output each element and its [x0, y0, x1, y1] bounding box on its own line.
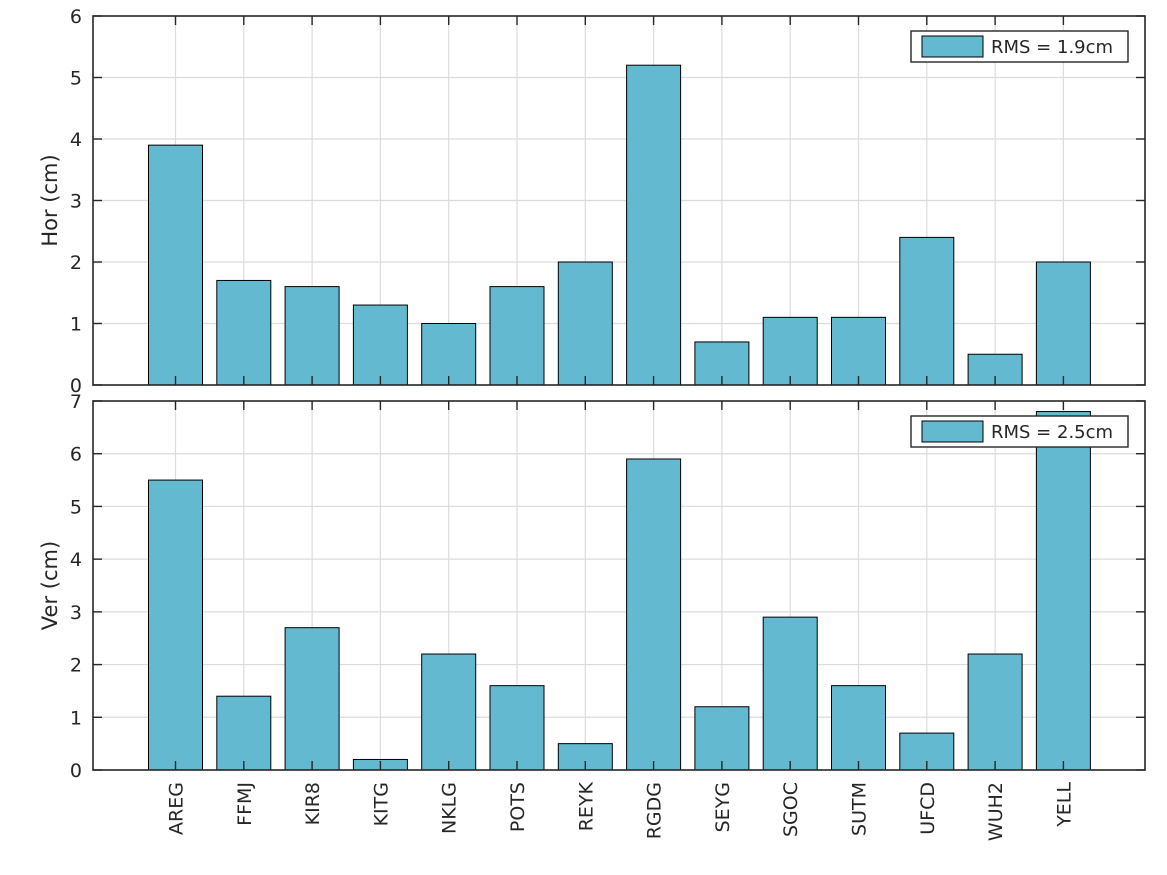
bar-wuh2	[967, 653, 1023, 771]
y-tick-label: 5	[70, 68, 82, 90]
y-tick-label: 1	[70, 314, 82, 336]
y-tick-label: 6	[70, 444, 82, 466]
legend-entry-label: RMS = 2.5cm	[991, 422, 1113, 443]
x-tick-label-reyk: REYK	[575, 781, 597, 831]
x-tick-label-ffmj: FFMJ	[234, 782, 256, 826]
bar-nklg	[421, 653, 477, 771]
bar-pots	[489, 685, 545, 771]
x-ticks: AREG FFMJ KIR8 KITG NKLG POTS REYK RGDG SEYG SGOC…	[166, 401, 1075, 841]
bar-areg	[148, 144, 203, 386]
vertical-error-panel: 0 1 2 3 4 5 6 7 AREG FFMJ KIR8 KITG NKLG POTS REYK RGDG…	[38, 391, 1146, 841]
legend-swatch	[921, 420, 984, 443]
x-tick-label-wuh2: WUH2	[985, 782, 1007, 841]
horizontal-error-panel: 0 1 2 3 4 5 6 Hor (cm) RMS = 1.9cm	[38, 6, 1146, 397]
x-tick-label-ufcd: UFCD	[917, 782, 939, 835]
y-tick-label: 2	[70, 252, 82, 274]
y-tick-label: 0	[70, 760, 82, 782]
x-tick-label-nklg: NKLG	[439, 782, 461, 834]
y-tick-label: 1	[70, 707, 82, 729]
y-ticks: 0 1 2 3 4 5 6	[70, 6, 1145, 397]
legend: RMS = 1.9cm	[910, 30, 1129, 63]
x-tick-label-pots: POTS	[507, 782, 529, 832]
y-tick-label: 5	[70, 496, 82, 518]
bar-sutm	[831, 685, 886, 771]
y-tick-label: 2	[70, 655, 82, 677]
bar-rgdg	[626, 458, 682, 771]
bar-yell	[1035, 261, 1091, 386]
bar-kir8	[284, 286, 340, 386]
y-tick-label: 3	[70, 602, 82, 624]
x-tick-label-sutm: SUTM	[849, 782, 871, 836]
bar-reyk	[557, 261, 613, 386]
y-tick-label: 7	[70, 391, 82, 413]
x-tick-label-yell: YELL	[1053, 782, 1075, 828]
axes-box	[92, 400, 1146, 771]
bars	[148, 64, 1091, 386]
y-tick-label: 3	[70, 191, 82, 213]
bar-kir8	[284, 627, 340, 771]
x-tick-label-kir8: KIR8	[302, 782, 324, 825]
y-axis-label: Ver (cm)	[38, 541, 62, 630]
bar-sutm	[831, 316, 886, 386]
x-ticks	[174, 16, 1065, 385]
y-tick-label: 4	[70, 549, 82, 571]
x-tick-label-rgdg: RGDG	[644, 782, 666, 839]
bar-seyg	[694, 706, 750, 771]
bar-rgdg	[626, 64, 682, 386]
bar-yell	[1035, 411, 1091, 771]
y-tick-label: 0	[70, 375, 82, 397]
y-tick-label: 6	[70, 6, 82, 28]
bar-ffmj	[216, 695, 272, 771]
x-tick-label-sgoc: SGOC	[780, 782, 802, 837]
legend-entry-label: RMS = 1.9cm	[991, 37, 1113, 58]
bar-sgoc	[762, 616, 818, 771]
x-tick-label-seyg: SEYG	[712, 782, 734, 832]
bar-areg	[148, 479, 203, 771]
y-ticks: 0 1 2 3 4 5 6 7	[70, 391, 1145, 782]
y-axis-label: Hor (cm)	[38, 154, 62, 246]
bars	[148, 411, 1091, 771]
bar-sgoc	[762, 316, 818, 386]
bar-kitg	[352, 304, 408, 386]
legend-swatch	[921, 35, 984, 58]
x-tick-label-areg: AREG	[166, 782, 188, 835]
x-tick-label-kitg: KITG	[370, 782, 392, 826]
y-tick-label: 4	[70, 129, 82, 151]
bar-nklg	[421, 323, 477, 386]
bar-pots	[489, 286, 545, 386]
bar-ufcd	[899, 236, 955, 386]
legend: RMS = 2.5cm	[910, 415, 1129, 448]
bar-ffmj	[216, 279, 272, 386]
